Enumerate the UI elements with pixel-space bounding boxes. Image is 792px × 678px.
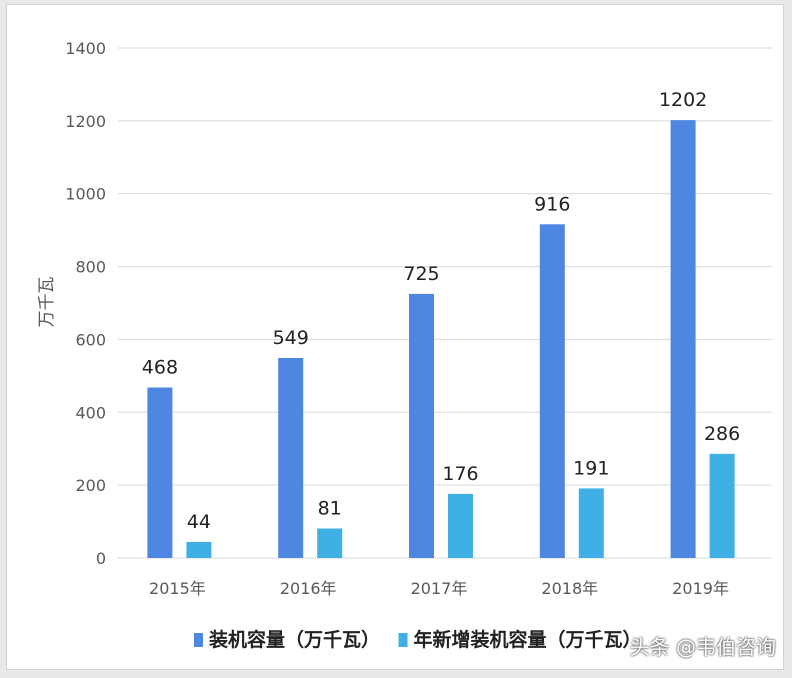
legend-swatch [398, 633, 408, 647]
y-tick-label: 1400 [65, 39, 106, 58]
bar [317, 528, 343, 558]
y-axis-label: 万千瓦 [37, 277, 57, 328]
data-label: 81 [318, 497, 342, 519]
y-tick-label: 800 [75, 258, 106, 277]
bar [186, 541, 212, 558]
y-tick-label: 200 [75, 476, 106, 495]
y-tick-label: 400 [75, 403, 106, 422]
data-label: 549 [273, 327, 309, 349]
data-label: 1202 [659, 89, 707, 111]
bar-chart: 0 200 400 600 800 1000 1200 1400 万千瓦 468 44 2015年 54… [37, 39, 772, 651]
x-tick-label: 2015年 [149, 579, 206, 598]
x-tick-label: 2016年 [280, 579, 337, 598]
x-tick-label: 2019年 [672, 579, 729, 598]
legend-label: 装机容量（万千瓦） [208, 628, 380, 651]
bar [448, 493, 473, 558]
legend-label: 年新增装机容量（万千瓦） [414, 628, 642, 651]
legend-swatch [194, 633, 203, 647]
data-label: 916 [534, 193, 570, 215]
bar [409, 293, 434, 558]
data-label: 191 [573, 457, 609, 479]
y-tick-label: 0 [96, 549, 106, 568]
chart-frame: 0 200 400 600 800 1000 1200 1400 万千瓦 468 44 2015年 54… [6, 4, 784, 670]
x-tick-label: 2017年 [411, 579, 468, 598]
data-label: 44 [187, 511, 211, 533]
data-label: 468 [142, 357, 178, 379]
y-tick-label: 1200 [65, 112, 106, 131]
x-tick-label: 2018年 [541, 579, 598, 598]
data-label: 286 [704, 423, 740, 445]
bar [539, 224, 565, 559]
bar [578, 488, 604, 558]
bar [147, 387, 173, 558]
data-label: 176 [442, 463, 478, 485]
bar [709, 453, 735, 558]
watermark: 头条 @韦伯咨询 [629, 635, 776, 659]
data-label: 725 [403, 263, 439, 285]
bar [278, 358, 304, 558]
y-tick-label: 1000 [65, 185, 106, 204]
bar [670, 120, 696, 558]
y-tick-label: 600 [75, 330, 106, 349]
